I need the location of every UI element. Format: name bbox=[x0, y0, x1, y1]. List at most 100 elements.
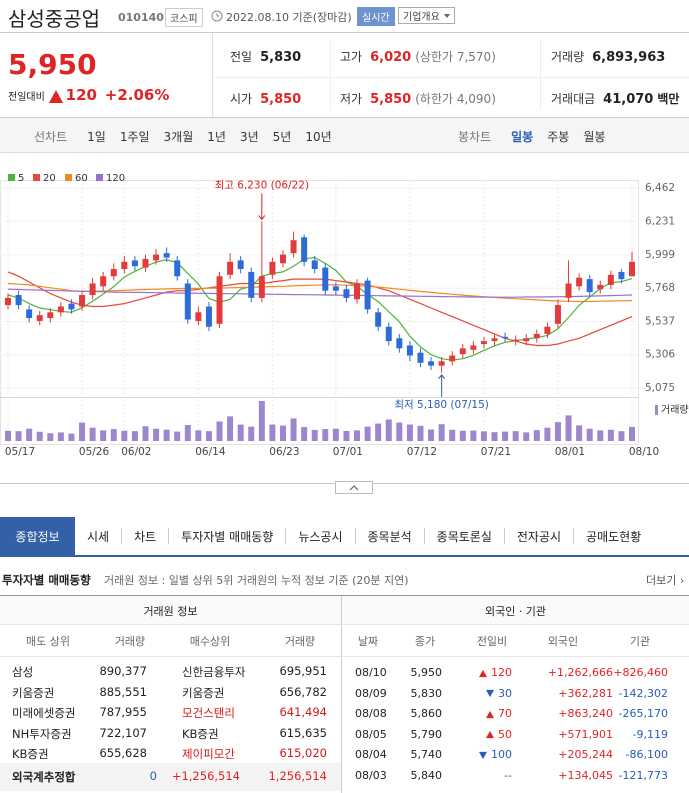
close: 5,830 bbox=[410, 686, 443, 700]
candle-body bbox=[100, 276, 107, 287]
institution-net: -142,302 bbox=[618, 686, 668, 700]
change: 30 bbox=[452, 687, 512, 700]
candle-body bbox=[470, 345, 477, 350]
stat-label: 시가 bbox=[230, 92, 253, 106]
x-tick-label: 05/17 bbox=[5, 446, 35, 458]
change-label: 전일대비 bbox=[8, 92, 45, 103]
change-value: -- bbox=[504, 769, 512, 782]
flow-head bbox=[342, 596, 689, 624]
volume-bar bbox=[57, 432, 64, 441]
volume-bar bbox=[36, 431, 43, 441]
candle-body bbox=[459, 348, 466, 355]
collapse-icon bbox=[349, 485, 359, 491]
volume-bar bbox=[227, 416, 234, 441]
volume-bar bbox=[629, 426, 635, 441]
tab[interactable]: 전자공시 bbox=[503, 528, 573, 544]
candle-body bbox=[607, 274, 614, 285]
period-button[interactable]: 3개월 bbox=[163, 130, 194, 144]
tab[interactable]: 종목분석 bbox=[354, 528, 424, 544]
legend-swatch bbox=[96, 174, 103, 181]
ma-line bbox=[7, 256, 633, 361]
period-bar: 선차트 1일 1주일 3개월 1년 3년 5년 10년 봉차트 일봉 주봉 월봉 bbox=[0, 118, 689, 153]
candle-body bbox=[237, 260, 244, 270]
overview-label: 기업개요 bbox=[403, 12, 440, 23]
chart: 6,462 6,231 5,999 5,768 5,537 5,306 5,075 05/17… bbox=[0, 173, 689, 458]
period-button[interactable]: 5년 bbox=[272, 130, 292, 144]
volume-bar bbox=[322, 429, 329, 441]
foreign-net: +205,244 bbox=[558, 748, 613, 762]
stat-label: 고가 bbox=[340, 50, 363, 64]
period-button[interactable]: 1년 bbox=[207, 130, 226, 144]
volume-bar bbox=[216, 421, 223, 441]
volume-bar bbox=[480, 431, 487, 441]
volume-bar bbox=[354, 430, 361, 441]
change: 120 bbox=[65, 86, 97, 104]
overview-button[interactable]: 기업개요 bbox=[398, 7, 455, 24]
collapse-button[interactable] bbox=[335, 481, 373, 494]
candle-body bbox=[311, 260, 318, 270]
institution-net: -86,100 bbox=[625, 748, 668, 762]
volume-bar bbox=[237, 424, 244, 441]
more-label: 더보기 bbox=[646, 574, 677, 587]
period-button[interactable]: 일봉 bbox=[511, 130, 534, 144]
sell-volume: 885,551 bbox=[99, 684, 147, 699]
divider bbox=[540, 40, 541, 110]
stat-label: 전일 bbox=[230, 50, 253, 64]
candle-body bbox=[544, 326, 551, 334]
buy-volume: 695,951 bbox=[279, 664, 327, 678]
volume-bar bbox=[15, 431, 22, 441]
volume-bar bbox=[470, 430, 477, 441]
volume-bar bbox=[121, 430, 128, 441]
buyer: KB증권 bbox=[182, 726, 219, 741]
buy-volume: 656,782 bbox=[279, 684, 327, 699]
divider bbox=[0, 656, 689, 657]
tab[interactable]: 투자자별 매매동향 bbox=[168, 528, 285, 544]
stat-value: 5,850 bbox=[260, 92, 302, 107]
legend-label: 5 bbox=[18, 173, 24, 184]
divider bbox=[212, 33, 213, 117]
volume-bar bbox=[375, 423, 382, 441]
candle-body bbox=[354, 283, 361, 300]
candle-body bbox=[47, 312, 54, 319]
stat-label: 저가 bbox=[340, 92, 363, 106]
tab-bar: 종합정보 시세 차트 투자자별 매매동향 뉴스공시 종목분석 종목토론실 전자공시 공매도현황 bbox=[0, 517, 689, 557]
volume-bar bbox=[142, 426, 149, 441]
x-tick-label: 07/01 bbox=[333, 446, 363, 458]
volume-bar bbox=[343, 430, 350, 441]
tab[interactable]: 종목토론실 bbox=[423, 528, 504, 544]
candle-body bbox=[26, 309, 33, 319]
volume-bar bbox=[449, 429, 456, 441]
volume-bar bbox=[26, 428, 33, 441]
period-button[interactable]: 월봉 bbox=[583, 130, 606, 144]
period-button[interactable]: 주봉 bbox=[547, 130, 570, 144]
tab[interactable]: 종합정보 bbox=[0, 517, 75, 555]
more-link[interactable]: 더보기 › bbox=[646, 574, 685, 587]
x-tick-label: 08/01 bbox=[555, 446, 585, 458]
period-button[interactable]: 1주일 bbox=[119, 130, 150, 144]
column-header: 전일비 bbox=[476, 635, 508, 648]
change-arrow bbox=[48, 90, 63, 103]
buyer: 제이피모간 bbox=[182, 747, 235, 761]
candle-body bbox=[629, 261, 635, 277]
stat: 거래대금 41,070 백만 bbox=[551, 90, 679, 107]
date: 08/09 bbox=[355, 686, 387, 700]
candle-body bbox=[57, 306, 64, 313]
buyer: 신한금융투자 bbox=[182, 665, 246, 679]
tab[interactable]: 뉴스공시 bbox=[285, 528, 354, 544]
volume-bar bbox=[269, 424, 276, 441]
period-button[interactable]: 1일 bbox=[87, 130, 106, 144]
tab[interactable]: 차트 bbox=[121, 528, 168, 544]
candle-body bbox=[449, 355, 456, 362]
period-button[interactable]: 10년 bbox=[305, 130, 332, 144]
change: 120 bbox=[452, 666, 512, 679]
realtime-button[interactable]: 실시간 bbox=[357, 7, 395, 26]
period-button[interactable]: 3년 bbox=[239, 130, 259, 144]
candle-body bbox=[480, 341, 487, 345]
tab[interactable]: 공매도현황 bbox=[573, 528, 653, 544]
y-tick-label: 5,075 bbox=[645, 382, 675, 394]
close: 5,740 bbox=[410, 748, 443, 762]
tab[interactable]: 시세 bbox=[87, 529, 110, 544]
volume-bar bbox=[153, 428, 160, 441]
volume-bar bbox=[523, 432, 530, 441]
x-tick-label: 08/10 bbox=[629, 446, 659, 458]
